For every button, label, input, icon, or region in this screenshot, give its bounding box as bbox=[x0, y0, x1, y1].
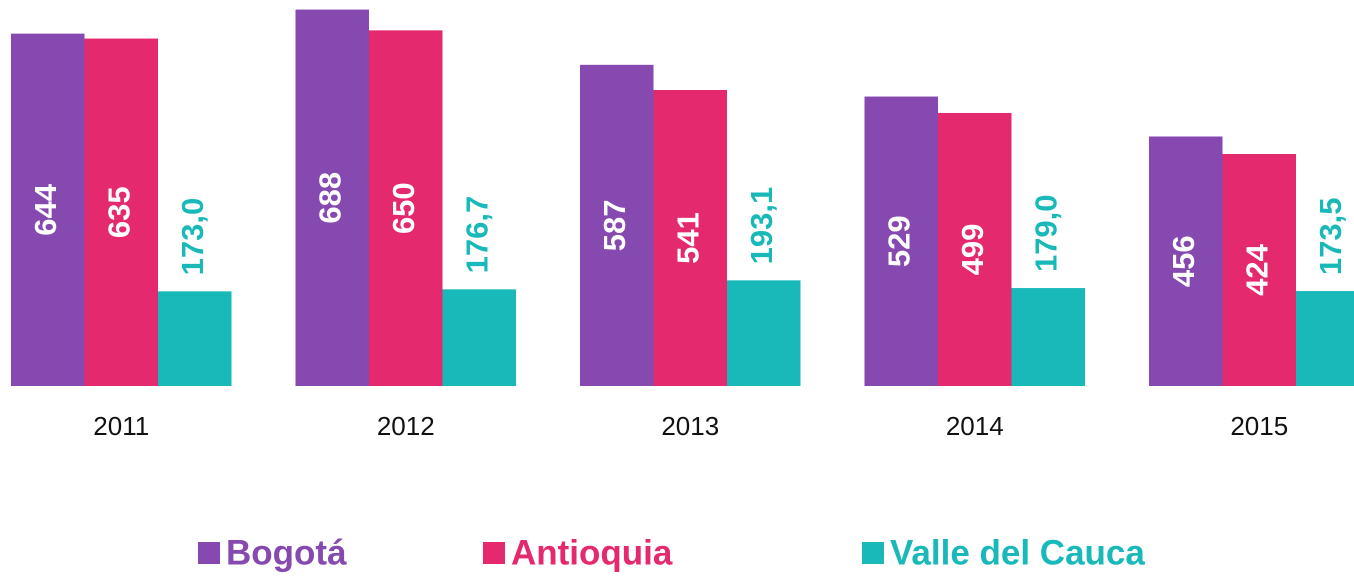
data-label: 173,5 bbox=[1313, 197, 1348, 275]
data-label: 688 bbox=[312, 172, 347, 224]
legend-label: Bogotá bbox=[226, 533, 347, 572]
data-label: 635 bbox=[101, 186, 136, 238]
bar bbox=[1149, 136, 1223, 386]
data-label: 193,1 bbox=[744, 187, 779, 265]
bar bbox=[1011, 288, 1085, 386]
bar bbox=[580, 64, 654, 386]
bar bbox=[1222, 154, 1296, 386]
data-label: 650 bbox=[386, 182, 421, 234]
data-label: 456 bbox=[1166, 235, 1201, 287]
bar bbox=[158, 291, 232, 386]
legend-swatch bbox=[862, 542, 884, 564]
bar bbox=[442, 289, 516, 386]
bar bbox=[938, 112, 1012, 387]
data-label: 529 bbox=[881, 215, 916, 267]
bar bbox=[11, 33, 85, 386]
data-label: 644 bbox=[28, 183, 63, 235]
bar bbox=[1296, 291, 1354, 386]
bar bbox=[864, 96, 938, 386]
x-tick-label: 2014 bbox=[946, 411, 1004, 441]
bar bbox=[653, 89, 727, 386]
data-label: 587 bbox=[597, 200, 632, 252]
bar bbox=[369, 30, 443, 386]
legend-label: Antioquia bbox=[511, 533, 673, 572]
x-tick-label: 2013 bbox=[661, 411, 719, 441]
data-label: 499 bbox=[955, 224, 990, 276]
data-label: 176,7 bbox=[459, 196, 494, 274]
x-tick-label: 2012 bbox=[377, 411, 435, 441]
legend-swatch bbox=[483, 542, 505, 564]
bar bbox=[727, 280, 801, 386]
bar bbox=[84, 38, 158, 387]
x-tick-label: 2011 bbox=[93, 411, 149, 441]
data-label: 541 bbox=[670, 212, 705, 264]
legend-swatch bbox=[198, 542, 220, 564]
data-label: 173,0 bbox=[175, 198, 210, 276]
x-tick-label: 2015 bbox=[1230, 411, 1288, 441]
data-label: 179,0 bbox=[1028, 194, 1063, 272]
bar bbox=[295, 9, 369, 387]
data-label: 424 bbox=[1239, 243, 1274, 295]
legend-label: Valle del Cauca bbox=[890, 533, 1145, 572]
